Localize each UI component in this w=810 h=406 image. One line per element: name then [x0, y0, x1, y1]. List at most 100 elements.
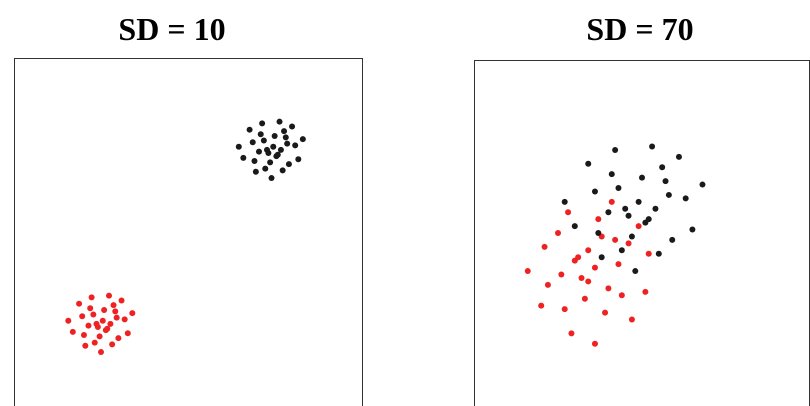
scatter-point — [591, 264, 598, 271]
scatter-point — [267, 159, 274, 166]
scatter-point — [595, 216, 602, 223]
scatter-point — [252, 168, 259, 175]
plot-frame — [474, 60, 810, 406]
scatter-point — [124, 330, 131, 337]
scatter-point — [595, 230, 602, 236]
scatter-point — [113, 314, 120, 321]
scatter-point — [585, 160, 592, 167]
scatter-point — [299, 136, 306, 143]
scatter-point — [106, 292, 113, 299]
scatter-point — [615, 261, 622, 268]
scatter-point — [118, 297, 125, 304]
scatter-point — [659, 164, 666, 171]
scatter-point — [255, 148, 262, 155]
scatter-point — [262, 165, 269, 172]
scatter-point — [274, 151, 281, 158]
scatter-point — [585, 278, 592, 285]
scatter-point — [561, 306, 568, 313]
scatter-point — [632, 268, 639, 275]
scatter-point — [628, 316, 635, 323]
scatter-point — [578, 274, 585, 281]
scatter-point — [649, 143, 656, 150]
scatter-point — [96, 333, 103, 340]
scatter-point — [109, 341, 116, 348]
scatter-point — [608, 198, 615, 205]
scatter-point — [612, 146, 619, 153]
scatter-point — [292, 142, 299, 149]
scatter-point — [90, 311, 97, 318]
scatter-point — [277, 146, 284, 153]
scatter-point — [558, 271, 565, 278]
scatter-point — [524, 268, 531, 275]
scatter-point — [260, 137, 267, 144]
scatter-point — [240, 154, 247, 161]
scatter-point — [65, 317, 72, 324]
scatter-point — [561, 198, 568, 205]
scatter-point — [635, 223, 642, 230]
scatter-point — [669, 236, 676, 243]
scatter-point — [655, 250, 662, 257]
scatter-point — [642, 288, 649, 295]
scatter-point — [69, 328, 76, 335]
scatter-point — [544, 281, 551, 288]
scatter-point — [628, 233, 635, 240]
scatter-point — [295, 156, 302, 163]
scatter-point — [565, 209, 572, 216]
scatter-point — [99, 317, 106, 324]
scatter-point — [249, 139, 256, 146]
scatter-point — [263, 146, 270, 153]
scatter-point — [639, 174, 645, 181]
scatter-point — [235, 143, 242, 150]
scatter-point — [76, 300, 83, 307]
chart-title: SD = 10 — [118, 11, 225, 47]
scatter-point — [618, 247, 625, 254]
scatter-point — [82, 342, 89, 349]
scatter-point — [121, 316, 128, 323]
scatter-point — [571, 223, 578, 230]
scatter-point — [602, 309, 609, 316]
scatter-point — [555, 230, 561, 236]
scatter-point — [568, 330, 575, 337]
scatter-point — [581, 295, 588, 302]
scatter-point — [622, 205, 629, 212]
scatter-point — [608, 171, 615, 178]
scatter-point — [279, 167, 286, 174]
scatter-point — [282, 134, 289, 141]
scatter-point — [675, 153, 682, 160]
scatter-point — [612, 236, 619, 243]
scatter-point — [665, 191, 672, 198]
scatter-point — [268, 175, 275, 182]
scatter-point — [88, 294, 95, 301]
scatter-point — [585, 247, 592, 254]
scatter-point — [285, 161, 292, 168]
scatter-point — [107, 320, 114, 327]
scatter-point — [598, 254, 605, 261]
scatter-point — [289, 123, 296, 130]
scatter-point — [625, 212, 632, 219]
scatter-point — [257, 131, 264, 138]
plot-frame — [14, 58, 363, 406]
scatter-point — [605, 285, 612, 292]
scatter-point — [635, 198, 642, 205]
scatter-point — [605, 209, 612, 216]
scatter-point — [591, 188, 598, 195]
scatter-point — [281, 128, 288, 135]
scatter-point — [625, 240, 632, 247]
scatter-point — [101, 306, 108, 313]
scatter-point — [689, 226, 696, 233]
scatter-point — [246, 126, 253, 133]
scatter-point — [112, 308, 119, 315]
scatter-point — [699, 181, 706, 188]
scatter-point — [259, 120, 266, 127]
scatter-point — [115, 335, 122, 342]
scatter-point — [615, 185, 622, 192]
scatter-point — [93, 320, 100, 327]
scatter-point — [129, 310, 136, 317]
scatter-point — [284, 140, 291, 147]
scatter-point — [652, 205, 659, 212]
scatter-point — [271, 132, 278, 139]
scatter-point — [645, 216, 652, 223]
scatter-point — [591, 340, 598, 347]
scatter-point — [79, 313, 86, 320]
